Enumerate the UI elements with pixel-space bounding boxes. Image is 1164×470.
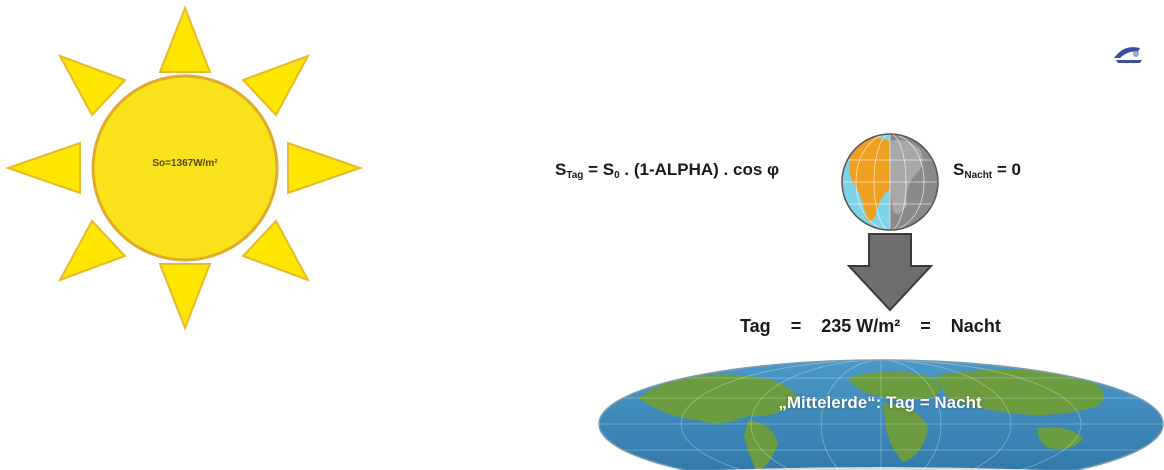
sun-irradiance-label: So=1367W/m²	[152, 158, 218, 169]
formula-day: STag = S0 . (1-ALPHA) . cos φ	[555, 160, 780, 181]
world-map-label: „Mittelerde“: Tag = Nacht	[778, 393, 982, 412]
logo-icon	[1114, 47, 1142, 63]
balance-day: Tag	[740, 316, 771, 336]
sun-ray-right	[287, 141, 364, 195]
balance-night: Nacht	[950, 316, 1001, 336]
sun-ray-top-left	[57, 54, 127, 117]
world-map-land	[599, 369, 1163, 470]
balance-equals-1: =	[790, 316, 802, 336]
sun-ray-top	[158, 5, 212, 73]
world-map	[598, 359, 1164, 470]
sun-ray-bottom-right	[241, 219, 311, 282]
sun-ray-bottom-left	[57, 219, 127, 282]
sun-ray-left	[4, 141, 81, 195]
balance-equals-2: =	[920, 316, 931, 336]
sun-rays	[4, 5, 364, 331]
globe-day-land	[849, 137, 890, 221]
globe-graphic	[841, 133, 939, 231]
down-arrow-icon	[846, 233, 934, 312]
balance-value: 235 W/m²	[821, 316, 901, 336]
sun-ray-bottom	[158, 263, 212, 331]
formula-night: SNacht = 0	[953, 160, 1021, 181]
sun-graphic	[4, 5, 364, 331]
sun-ray-top-right	[241, 54, 311, 117]
sun-disc	[91, 74, 279, 262]
energy-balance: Tag = 235 W/m² = Nacht	[740, 316, 1001, 337]
